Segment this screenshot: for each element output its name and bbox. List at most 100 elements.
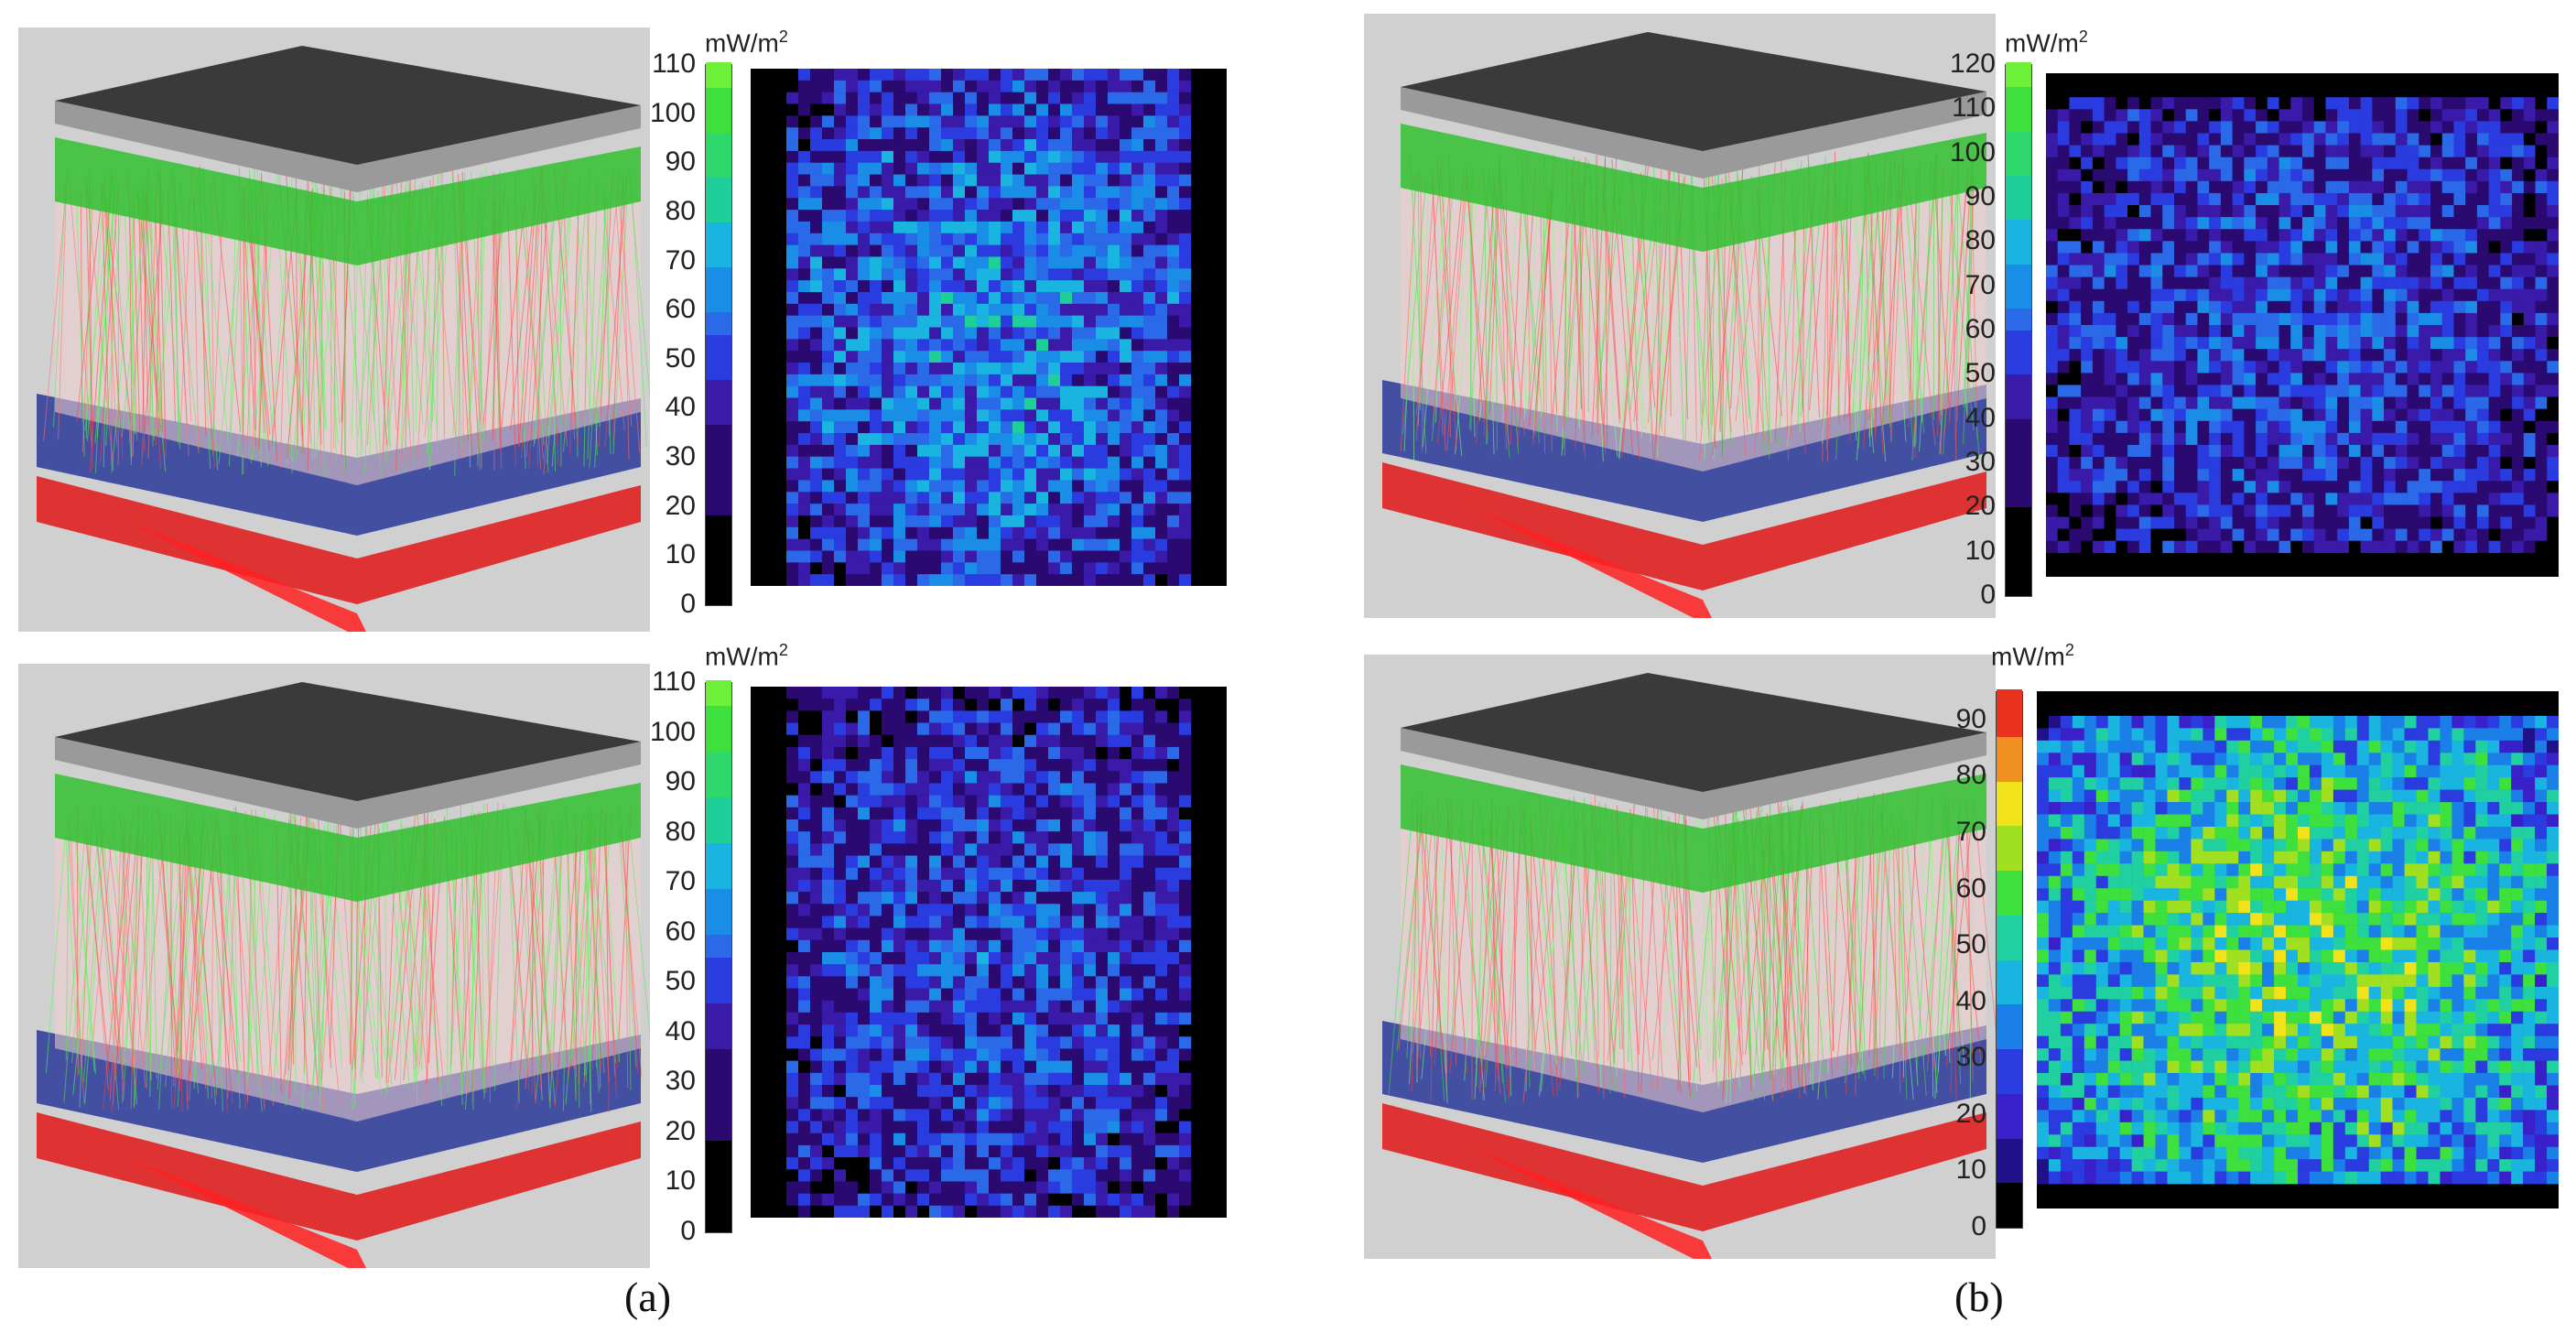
colorbar-segment [2006,217,2031,243]
colorbar-segment [1997,1202,2022,1228]
colorbar-tick-label: 40 [1964,402,1996,433]
colorbar-tick-label: 50 [1964,358,1996,389]
colorbar-segment [1997,1024,2022,1049]
colorbar-segment [706,772,731,797]
colorbar-tick-label: 30 [1964,447,1996,477]
colorbar-segment [706,287,731,313]
colorbar-segment [1997,1090,2022,1117]
colorbar-segment [706,62,731,88]
colorbar-tick-label: 90 [1955,703,1986,734]
colorbar-segment [706,703,731,729]
dark-top-plate [1401,32,1986,151]
dark-top-plate [1401,673,1986,792]
colorbar-segment [2006,570,2031,596]
colorbar-segment [706,399,731,426]
colorbar-segment [2006,438,2031,463]
colorbar-segment [1997,868,2022,894]
colorbar-tick-label: 30 [665,441,696,472]
colorbar-tick-label: 110 [652,49,696,79]
colorbar-segment [706,886,731,912]
3d-render-a-top [18,27,650,632]
3d-render-a-bottom [18,664,650,1268]
colorbar-segment [706,1115,731,1141]
colorbar-segment [2006,548,2031,574]
colorbar-tick-label: 80 [1955,760,1986,791]
colorbar-segment [706,557,731,583]
red-absorber-layer [1382,1103,1986,1231]
colorbar-segment [706,818,731,843]
colorbar-segment [1997,778,2022,804]
colorbar-segment [706,220,731,245]
colorbar-segment [706,580,731,605]
colorbar-segment [706,332,731,358]
heatmap-cells [786,69,1192,586]
colorbar-unit-a-bottom: mW/m2 [705,641,788,671]
colorbar-segment [1997,733,2022,760]
colorbar-segment [706,1001,731,1026]
heatmap-cells [2037,715,2559,1185]
colorbar-segment [706,1138,731,1164]
colorbar-tick-label: 70 [665,866,696,897]
dark-top-plate [55,682,641,801]
colorbar-segment [2006,526,2031,552]
colorbar-unit-a-top: mW/m2 [705,27,788,58]
colorbar-segment [1997,689,2022,715]
colorbar-segment [706,265,731,290]
colorbar-segment [2006,62,2031,88]
grey-slab-edge [55,737,641,829]
grey-slab-edge [1401,728,1986,819]
colorbar-segment [2006,106,2031,132]
colorbar-segment [2006,84,2031,110]
colorbar-segment [2006,150,2031,176]
colorbar-tick-label: 60 [665,916,696,947]
colorbar-tick-label: 110 [652,667,696,697]
subfigure-label-b: (b) [1954,1274,2004,1320]
colorbar-segment [1997,756,2022,782]
subfigure-label-a: (a) [624,1274,672,1320]
colorbar-segment [706,444,731,471]
colorbar-segment [2006,416,2031,441]
colorbar-segment [1997,979,2022,1005]
colorbar-segment [1997,1046,2022,1072]
colorbar-segment [2006,394,2031,419]
colorbar-b-bottom [1996,689,2023,1229]
colorbar-tick-label: 0 [1980,580,1996,610]
colorbar-segment [706,1207,731,1232]
colorbar-segment [706,242,731,268]
colorbar-tick-label: 80 [1964,225,1996,256]
colorbar-segment [706,535,731,560]
colorbar-tick-label: 100 [649,97,696,128]
colorbar-segment [706,467,731,493]
colorbar-tick-label: 10 [1955,1154,1986,1186]
colorbar-unit-b-bottom: mW/m2 [1991,641,2074,671]
green-emitter-layer [1401,764,1986,893]
heatmap-b-top [2046,73,2559,577]
colorbar-tick-label: 10 [665,539,696,570]
heatmap-cells [786,687,1192,1218]
colorbar-tick-label: 50 [665,966,696,997]
colorbar-tick-label: 0 [1971,1211,1986,1241]
colorbar-a-bottom [705,680,732,1233]
grey-slab-edge [1401,87,1986,179]
colorbar-segment [706,84,731,111]
colorbar-tick-label: 100 [649,716,696,747]
colorbar-tick-label: 80 [665,195,696,226]
colorbar-segment [706,840,731,866]
colorbar-segment [2006,128,2031,154]
colorbar-segment [706,174,731,201]
colorbar-segment [1997,1068,2022,1094]
colorbar-segment [706,107,731,133]
colorbar-segment [706,863,731,889]
colorbar-segment [2006,482,2031,508]
colorbar-segment [1997,823,2022,849]
colorbar-segment [1997,845,2022,871]
colorbar-segment [2006,461,2031,486]
colorbar-tick-label: 0 [680,589,696,619]
colorbar-segment [706,512,731,538]
colorbar-tick-label: 90 [665,766,696,797]
colorbar-segment [1997,935,2022,960]
colorbar-segment [706,955,731,981]
colorbar-tick-label: 0 [680,1216,696,1246]
colorbar-tick-label: 70 [665,244,696,276]
colorbar-segment [2006,328,2031,353]
